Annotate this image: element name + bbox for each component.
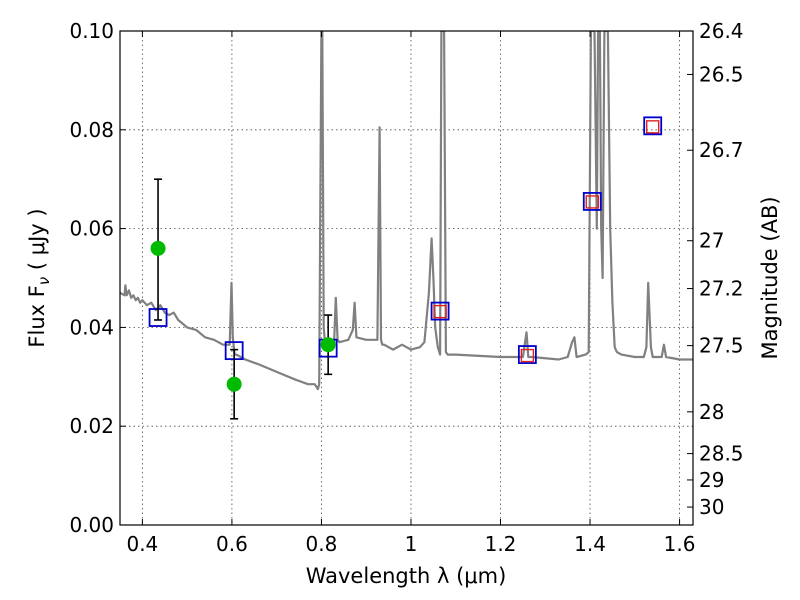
plot-frame — [119, 30, 694, 526]
y2-tick-label: 27 — [699, 229, 724, 253]
y2-tick-label: 27.5 — [699, 334, 744, 358]
y2-tick-label: 30 — [699, 495, 724, 519]
y-axis-title-main: Flux F — [25, 285, 49, 347]
y2-tick-label: 28 — [699, 400, 724, 424]
marker-layer — [148, 116, 663, 420]
y2-tick-label: 28.5 — [699, 442, 744, 466]
y-tick-label: 0.04 — [69, 315, 114, 339]
y-tick-label: 0.06 — [69, 217, 114, 241]
x-tick-label: 1.4 — [574, 532, 606, 556]
model-photometry-inner-square — [585, 195, 599, 209]
observed-flux-point — [320, 337, 336, 353]
model-photometry-square — [517, 345, 537, 364]
x-tick-label: 0.8 — [306, 532, 338, 556]
x-tick-label: 1 — [405, 532, 418, 556]
ticks: 0.4 0.6 0.8 1 1.2 1.4 1.6 0.00 0.02 0.04 0.06 0.08 0… — [69, 19, 743, 556]
y2-axis-title: Magnitude (AB) — [758, 196, 782, 359]
data-layer — [120, 31, 693, 391]
sed-model-line — [120, 31, 693, 391]
y2-tick-label: 27.2 — [699, 277, 744, 301]
y-tick-label: 0.10 — [69, 19, 114, 43]
y-axis-title: Flux Fν ( μJy ) — [25, 208, 53, 347]
model-photometry-square — [643, 116, 663, 136]
observed-flux-point — [150, 240, 166, 256]
y2-tick-label: 26.5 — [699, 62, 744, 86]
y-tick-label: 0.08 — [69, 118, 114, 142]
observed-flux-point — [226, 376, 242, 392]
y2-tick-label: 29 — [699, 468, 724, 492]
model-photometry-inner-square — [646, 120, 660, 134]
model-photometry-inner-square — [433, 304, 447, 319]
x-tick-label: 1.2 — [485, 532, 517, 556]
x-axis-title: Wavelength λ (μm) — [306, 564, 507, 588]
y-axis-title-unit: ( μJy ) — [25, 208, 49, 276]
y-tick-label: 0.02 — [69, 414, 114, 438]
y-axis-title-subscript: ν — [35, 277, 53, 285]
model-photometry-square — [430, 301, 450, 321]
y2-tick-label: 26.4 — [699, 19, 744, 43]
y2-tick-label: 26.7 — [699, 138, 744, 162]
x-tick-label: 0.6 — [216, 532, 248, 556]
model-photometry-square — [582, 192, 602, 211]
x-tick-label: 1.6 — [664, 532, 696, 556]
y-tick-label: 0.00 — [69, 513, 114, 537]
model-photometry-inner-square — [520, 348, 535, 363]
x-tick-label: 0.4 — [126, 532, 158, 556]
